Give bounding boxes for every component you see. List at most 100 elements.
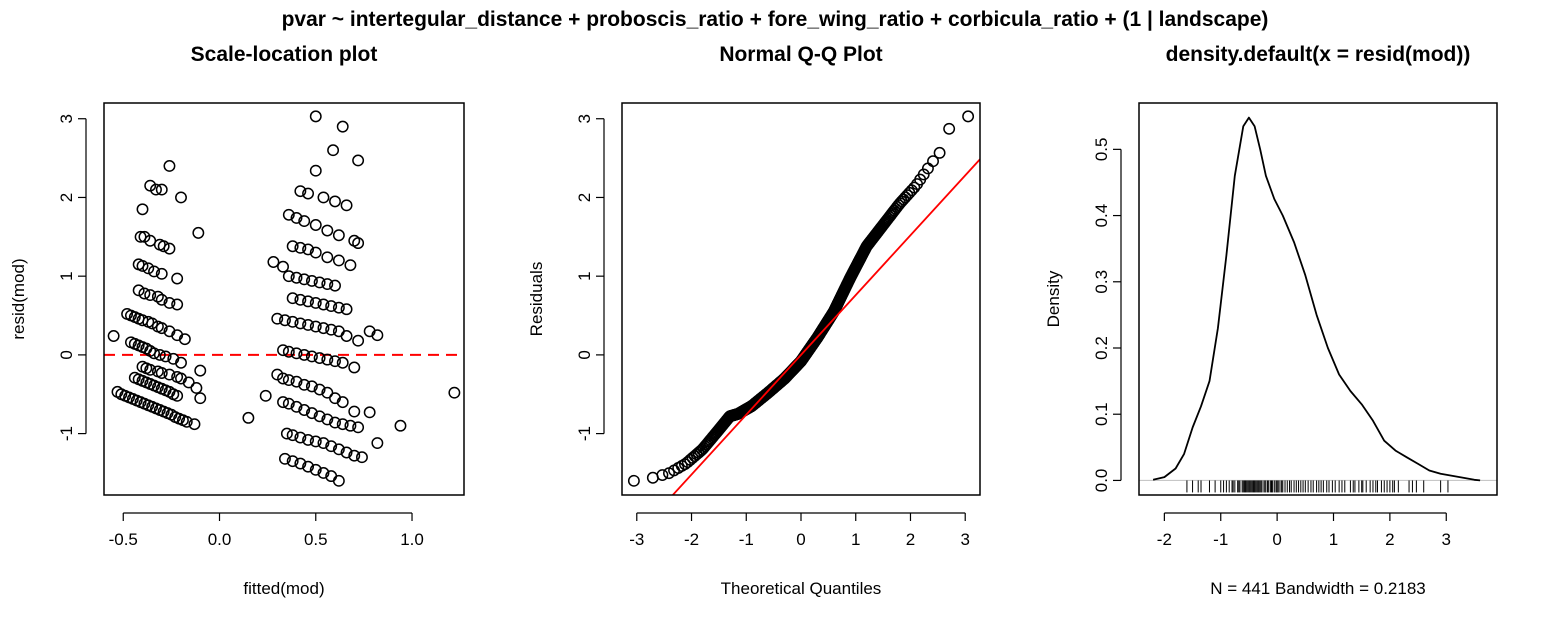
y-tick-label: 2 (575, 193, 594, 202)
data-point (340, 446, 353, 459)
data-point (294, 317, 307, 330)
y-axis-label: Density (1044, 270, 1063, 327)
x-tick-label: -1 (739, 530, 754, 549)
data-point (282, 345, 295, 358)
panel-scale-location: Scale-location plot -0.5 0.0 0.5 1.0 fitted(m… (9, 43, 465, 598)
data-point (107, 330, 120, 342)
data-point (352, 421, 365, 434)
data-point (298, 378, 311, 391)
data-point (171, 272, 184, 285)
data-point (329, 416, 341, 429)
data-point (155, 367, 168, 379)
qq-point (646, 471, 659, 484)
data-point (155, 322, 168, 335)
data-point (155, 267, 168, 280)
y-tick-label: -1 (575, 426, 594, 441)
plot-area (104, 110, 464, 487)
data-point (332, 301, 345, 314)
data-point (282, 270, 295, 283)
x-axis-label: Theoretical Quantiles (721, 579, 882, 598)
qq-point (627, 474, 640, 487)
data-point (294, 457, 307, 470)
data-point (175, 356, 187, 369)
data-point (159, 350, 172, 363)
data-point (348, 449, 361, 462)
plot-frame (1138, 102, 1498, 496)
qq-point (927, 155, 939, 168)
qq-point (908, 181, 921, 194)
panel-title: Normal Q-Q Plot (719, 43, 882, 66)
data-point (317, 322, 330, 335)
data-point (163, 242, 176, 255)
data-point (321, 413, 334, 426)
x-tick-label: -3 (629, 530, 644, 549)
data-point (371, 437, 384, 449)
y-axis: 0.0 0.1 0.2 0.3 0.4 0.5 (1092, 138, 1122, 492)
data-point (321, 353, 334, 366)
data-point (336, 396, 349, 409)
y-axis-label: resid(mod) (9, 258, 28, 339)
x-tick-label: -0.5 (109, 530, 138, 549)
data-point (309, 164, 322, 177)
x-tick-label: 0 (796, 530, 805, 549)
x-tick-label: -1 (1213, 530, 1228, 549)
data-point (194, 392, 207, 405)
data-point (394, 419, 407, 432)
data-point (290, 347, 303, 360)
data-point (298, 348, 311, 361)
data-point (363, 406, 376, 419)
data-point (344, 259, 357, 272)
data-point (282, 208, 295, 221)
data-point (332, 474, 345, 487)
panel-density: density.default(x = resid(mod)) -2 -1 0 1 2 3 N… (1044, 43, 1498, 598)
data-point (153, 348, 166, 361)
data-point (329, 355, 341, 368)
y-tick-label: 1 (575, 271, 594, 280)
panel-title: Scale-location plot (191, 43, 378, 66)
data-point (280, 427, 293, 440)
data-point (309, 320, 322, 333)
data-point (282, 397, 295, 410)
plot-frame (103, 102, 465, 496)
data-point (150, 183, 162, 196)
data-point (259, 389, 272, 402)
panel-title: density.default(x = resid(mod)) (1166, 43, 1471, 66)
data-point (340, 303, 353, 316)
data-point (348, 361, 361, 374)
data-point (188, 418, 201, 431)
data-point (286, 315, 299, 328)
data-point (148, 347, 161, 360)
y-tick-label: -1 (57, 426, 76, 441)
data-point (290, 211, 303, 224)
data-point (155, 183, 168, 196)
data-point (277, 396, 289, 409)
data-point (325, 440, 338, 453)
data-point (175, 191, 187, 204)
x-tick-label: 1 (851, 530, 860, 549)
data-point (332, 443, 345, 456)
x-axis-label: N = 441 Bandwidth = 0.2183 (1210, 579, 1426, 598)
x-axis: -3 -2 -1 0 1 2 3 (629, 512, 970, 549)
data-point (332, 254, 345, 267)
y-tick-label: 0.4 (1092, 204, 1111, 228)
data-point (190, 381, 203, 394)
data-point (163, 296, 176, 309)
y-axis: -1 0 1 2 3 (57, 114, 87, 441)
x-tick-label: -2 (1157, 530, 1172, 549)
data-point (155, 293, 168, 306)
data-point (313, 410, 326, 423)
y-tick-label: 0.2 (1092, 336, 1111, 360)
data-point (277, 260, 289, 273)
data-point (282, 374, 295, 387)
data-point (163, 160, 176, 172)
data-point (157, 240, 170, 253)
data-point (313, 276, 326, 289)
data-point (136, 259, 149, 272)
data-point (298, 273, 311, 286)
data-point (327, 144, 340, 157)
data-point (194, 364, 207, 377)
data-point (309, 246, 322, 259)
data-point (298, 215, 311, 228)
data-point (309, 463, 322, 476)
